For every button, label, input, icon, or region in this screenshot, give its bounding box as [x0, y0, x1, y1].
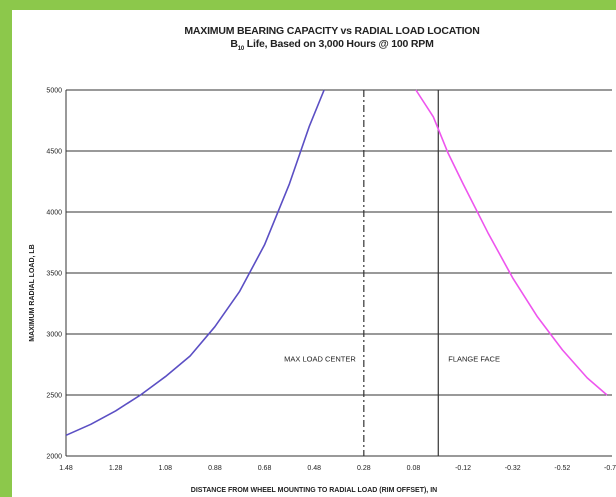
subtitle-prefix: B [230, 38, 238, 50]
y-tick-label: 4500 [46, 149, 62, 156]
x-tick-label: 1.48 [59, 465, 73, 472]
x-axis-title: DISTANCE FROM WHEEL MOUNTING TO RADIAL L… [191, 487, 437, 494]
x-tick-label: -0.72 [604, 465, 616, 472]
y-tick-label: 3000 [46, 332, 62, 339]
x-tick-label: 1.08 [158, 465, 172, 472]
chart-svg: 2000 2500 3000 3500 4000 4500 5000 1.48 1.28 1.08… [29, 88, 616, 495]
y-tick-label: 5000 [46, 88, 62, 95]
x-tick-label: 0.88 [208, 465, 222, 472]
y-tick-label: 3500 [46, 271, 62, 278]
series-line-1 [415, 89, 608, 396]
y-axis-title: MAXIMUM RADIAL LOAD, LB [29, 244, 36, 341]
chart-card: MAXIMUM BEARING CAPACITY vs RADIAL LOAD … [12, 10, 616, 497]
y-tick-label: 2500 [46, 393, 62, 400]
x-tick-label: 0.68 [258, 465, 272, 472]
x-tick-label: 0.08 [407, 465, 421, 472]
reference-label: MAX LOAD CENTER [284, 354, 356, 363]
chart-subtitle: B10 Life, Based on 3,000 Hours @ 100 RPM [52, 38, 612, 52]
subtitle-subscript: 10 [237, 46, 245, 53]
x-tick-label: 1.28 [109, 465, 123, 472]
reference-label: FLANGE FACE [448, 354, 500, 363]
x-tick-label: 0.28 [357, 465, 371, 472]
x-tick-label: -0.32 [505, 465, 521, 472]
subtitle-rest: Life, Based on 3,000 Hours @ 100 RPM [244, 38, 434, 50]
series-line-0 [65, 89, 325, 437]
x-tick-label: -0.12 [455, 465, 471, 472]
y-tick-label: 4000 [46, 210, 62, 217]
chart-title: MAXIMUM BEARING CAPACITY vs RADIAL LOAD … [184, 25, 480, 37]
x-tick-label: -0.52 [554, 465, 570, 472]
x-tick-label: 0.48 [307, 465, 321, 472]
y-tick-label: 2000 [46, 454, 62, 461]
